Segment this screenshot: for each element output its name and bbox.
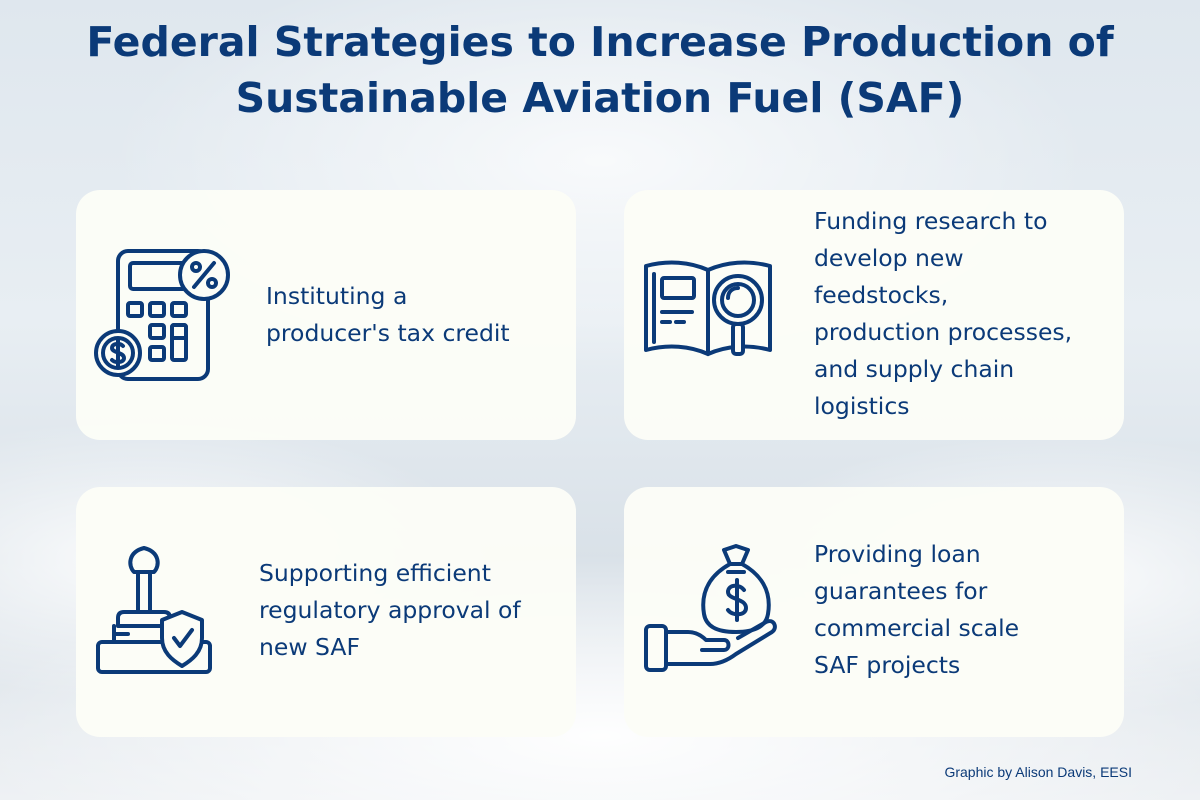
book-magnifier-icon — [644, 260, 772, 356]
hand-money-bag-icon — [644, 544, 777, 672]
title-line-1: Federal Strategies to Increase Productio… — [86, 18, 1114, 66]
graphic-credit: Graphic by Alison Davis, EESI — [944, 764, 1132, 780]
strategy-text: Providing loan guarantees for commercial… — [814, 540, 1020, 679]
strategy-text: Supporting efficient regulatory approval… — [259, 559, 521, 661]
strategy-text: Funding research to develop new feedstoc… — [814, 207, 1073, 420]
calculator-percent-dollar-icon — [94, 249, 230, 381]
title-line-2: Sustainable Aviation Fuel (SAF) — [235, 74, 965, 122]
strategy-card-regulatory-approval: Supporting efficient regulatory approval… — [76, 487, 576, 737]
strategy-card-research: Funding research to develop new feedstoc… — [624, 190, 1124, 440]
approval-stamp-shield-icon — [96, 546, 212, 674]
strategy-card-tax-credit: Instituting a producer's tax credit — [76, 190, 576, 440]
strategy-card-loan-guarantees: Providing loan guarantees for commercial… — [624, 487, 1124, 737]
page-title: Federal Strategies to Increase Productio… — [0, 14, 1200, 126]
strategy-text: Instituting a producer's tax credit — [266, 282, 510, 347]
